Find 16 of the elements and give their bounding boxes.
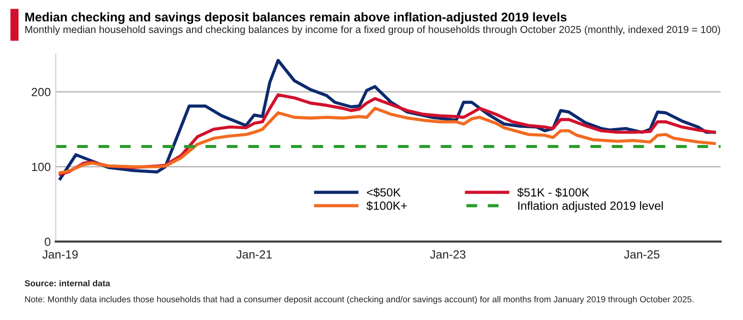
x-tick-label: Jan-23 (430, 250, 466, 259)
y-tick-label: 0 (44, 238, 50, 246)
legend-label: Inflation adjusted 2019 level (518, 201, 663, 212)
legend-label: $51K - $100K (517, 188, 590, 198)
x-tick-label: Jan-19 (42, 250, 78, 259)
y-tick-label: 200 (32, 88, 50, 96)
x-tick-label: Jan-21 (236, 250, 272, 259)
x-tick-label: Jan-25 (624, 250, 660, 259)
source-note: Source: internal data (24, 280, 110, 286)
chart-title: Median checking and savings deposit balances remain above inflation-adjusted 2019 levels (25, 12, 567, 24)
line-series (58, 106, 716, 174)
y-tick-label: 100 (32, 162, 50, 172)
text: Note: Monthly data includes those households that had a consumer deposit account (checking and/or savings account) for all months from January 2019 through October 2025. (25, 296, 694, 304)
chart-subtitle: Monthly median household savings and checking balances by income for a fixed group of households through October 2025 (monthly, indexed 2019 = 100) (25, 26, 720, 36)
legend-label: <$50K (366, 188, 401, 198)
legend-label: $100K+ (366, 201, 407, 211)
